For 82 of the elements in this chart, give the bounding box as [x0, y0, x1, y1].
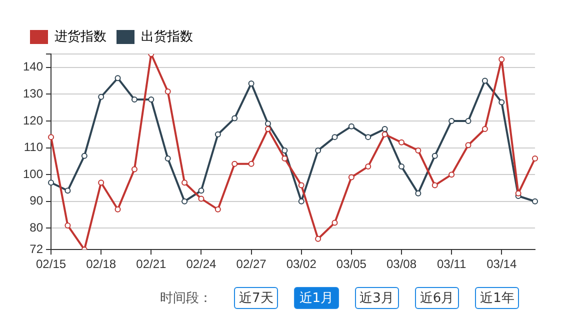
y-tick-label: 140	[22, 60, 44, 74]
point	[532, 156, 538, 162]
point	[264, 126, 271, 132]
point	[248, 160, 254, 167]
x-tick-label: 02/15	[36, 257, 66, 272]
point	[232, 115, 238, 122]
point	[114, 206, 121, 212]
point	[465, 142, 472, 148]
point	[315, 147, 322, 154]
x-tick-label: 03/02	[286, 257, 317, 272]
x-tick-label: 03/11	[436, 257, 466, 272]
point	[498, 56, 505, 62]
text: 近6月	[414, 287, 460, 309]
point	[348, 174, 354, 180]
x-tick-label: 02/24	[186, 257, 217, 272]
point	[332, 134, 338, 140]
text: 近1月	[294, 287, 339, 309]
point	[332, 220, 338, 226]
point	[98, 94, 104, 100]
point	[164, 156, 171, 162]
x-tick-label: 03/14	[486, 257, 517, 272]
point	[131, 96, 138, 103]
point	[465, 118, 472, 124]
point	[214, 131, 221, 138]
text: 近3月	[354, 287, 399, 309]
point	[131, 166, 138, 172]
point	[448, 118, 455, 124]
point	[81, 152, 88, 159]
text: 时间段：	[160, 290, 212, 307]
x-tick-label: 03/08	[386, 257, 417, 272]
point	[482, 126, 488, 132]
point	[48, 180, 54, 186]
point	[148, 96, 154, 103]
y-tick-label: 120	[22, 113, 44, 128]
point	[432, 152, 438, 159]
point	[515, 190, 522, 196]
point	[264, 120, 271, 127]
point	[315, 236, 322, 242]
point	[198, 196, 204, 202]
x-tick-label: 02/21	[136, 257, 166, 272]
point	[248, 80, 254, 86]
x-tick-label: 02/18	[86, 257, 116, 272]
point	[114, 75, 121, 82]
point	[232, 160, 238, 167]
point	[448, 172, 455, 178]
y-tick-label: 100	[22, 166, 44, 181]
point	[282, 156, 288, 162]
point	[198, 188, 204, 194]
point	[298, 182, 304, 188]
point	[348, 123, 354, 130]
point	[182, 180, 188, 186]
y-tick-label: 110	[24, 140, 44, 154]
point	[48, 134, 54, 140]
point	[382, 131, 388, 138]
point	[182, 198, 188, 204]
legend-label: 出货指数	[141, 29, 193, 44]
point	[432, 182, 438, 188]
point	[398, 139, 404, 146]
text: 近7天	[234, 287, 278, 309]
point	[214, 206, 221, 212]
point	[365, 164, 372, 170]
y-tick-label: 80	[30, 220, 44, 234]
y-tick-label: 130	[22, 86, 44, 101]
x-tick-label: 03/05	[336, 257, 367, 272]
x-tick-label: 02/27	[236, 257, 267, 272]
point	[98, 180, 104, 186]
point	[64, 222, 71, 228]
y-tick-label: 72	[30, 242, 44, 256]
point	[64, 188, 71, 194]
point	[382, 126, 388, 132]
point	[415, 190, 422, 196]
point	[532, 198, 538, 204]
point	[365, 134, 372, 140]
point	[415, 147, 422, 154]
y-tick-label: 90	[30, 194, 44, 208]
point	[164, 88, 171, 95]
legend-label: 进货指数	[54, 29, 106, 44]
point	[482, 78, 488, 84]
text: 近1年	[475, 287, 520, 309]
point	[282, 147, 288, 154]
point	[398, 164, 404, 170]
point	[498, 99, 505, 106]
